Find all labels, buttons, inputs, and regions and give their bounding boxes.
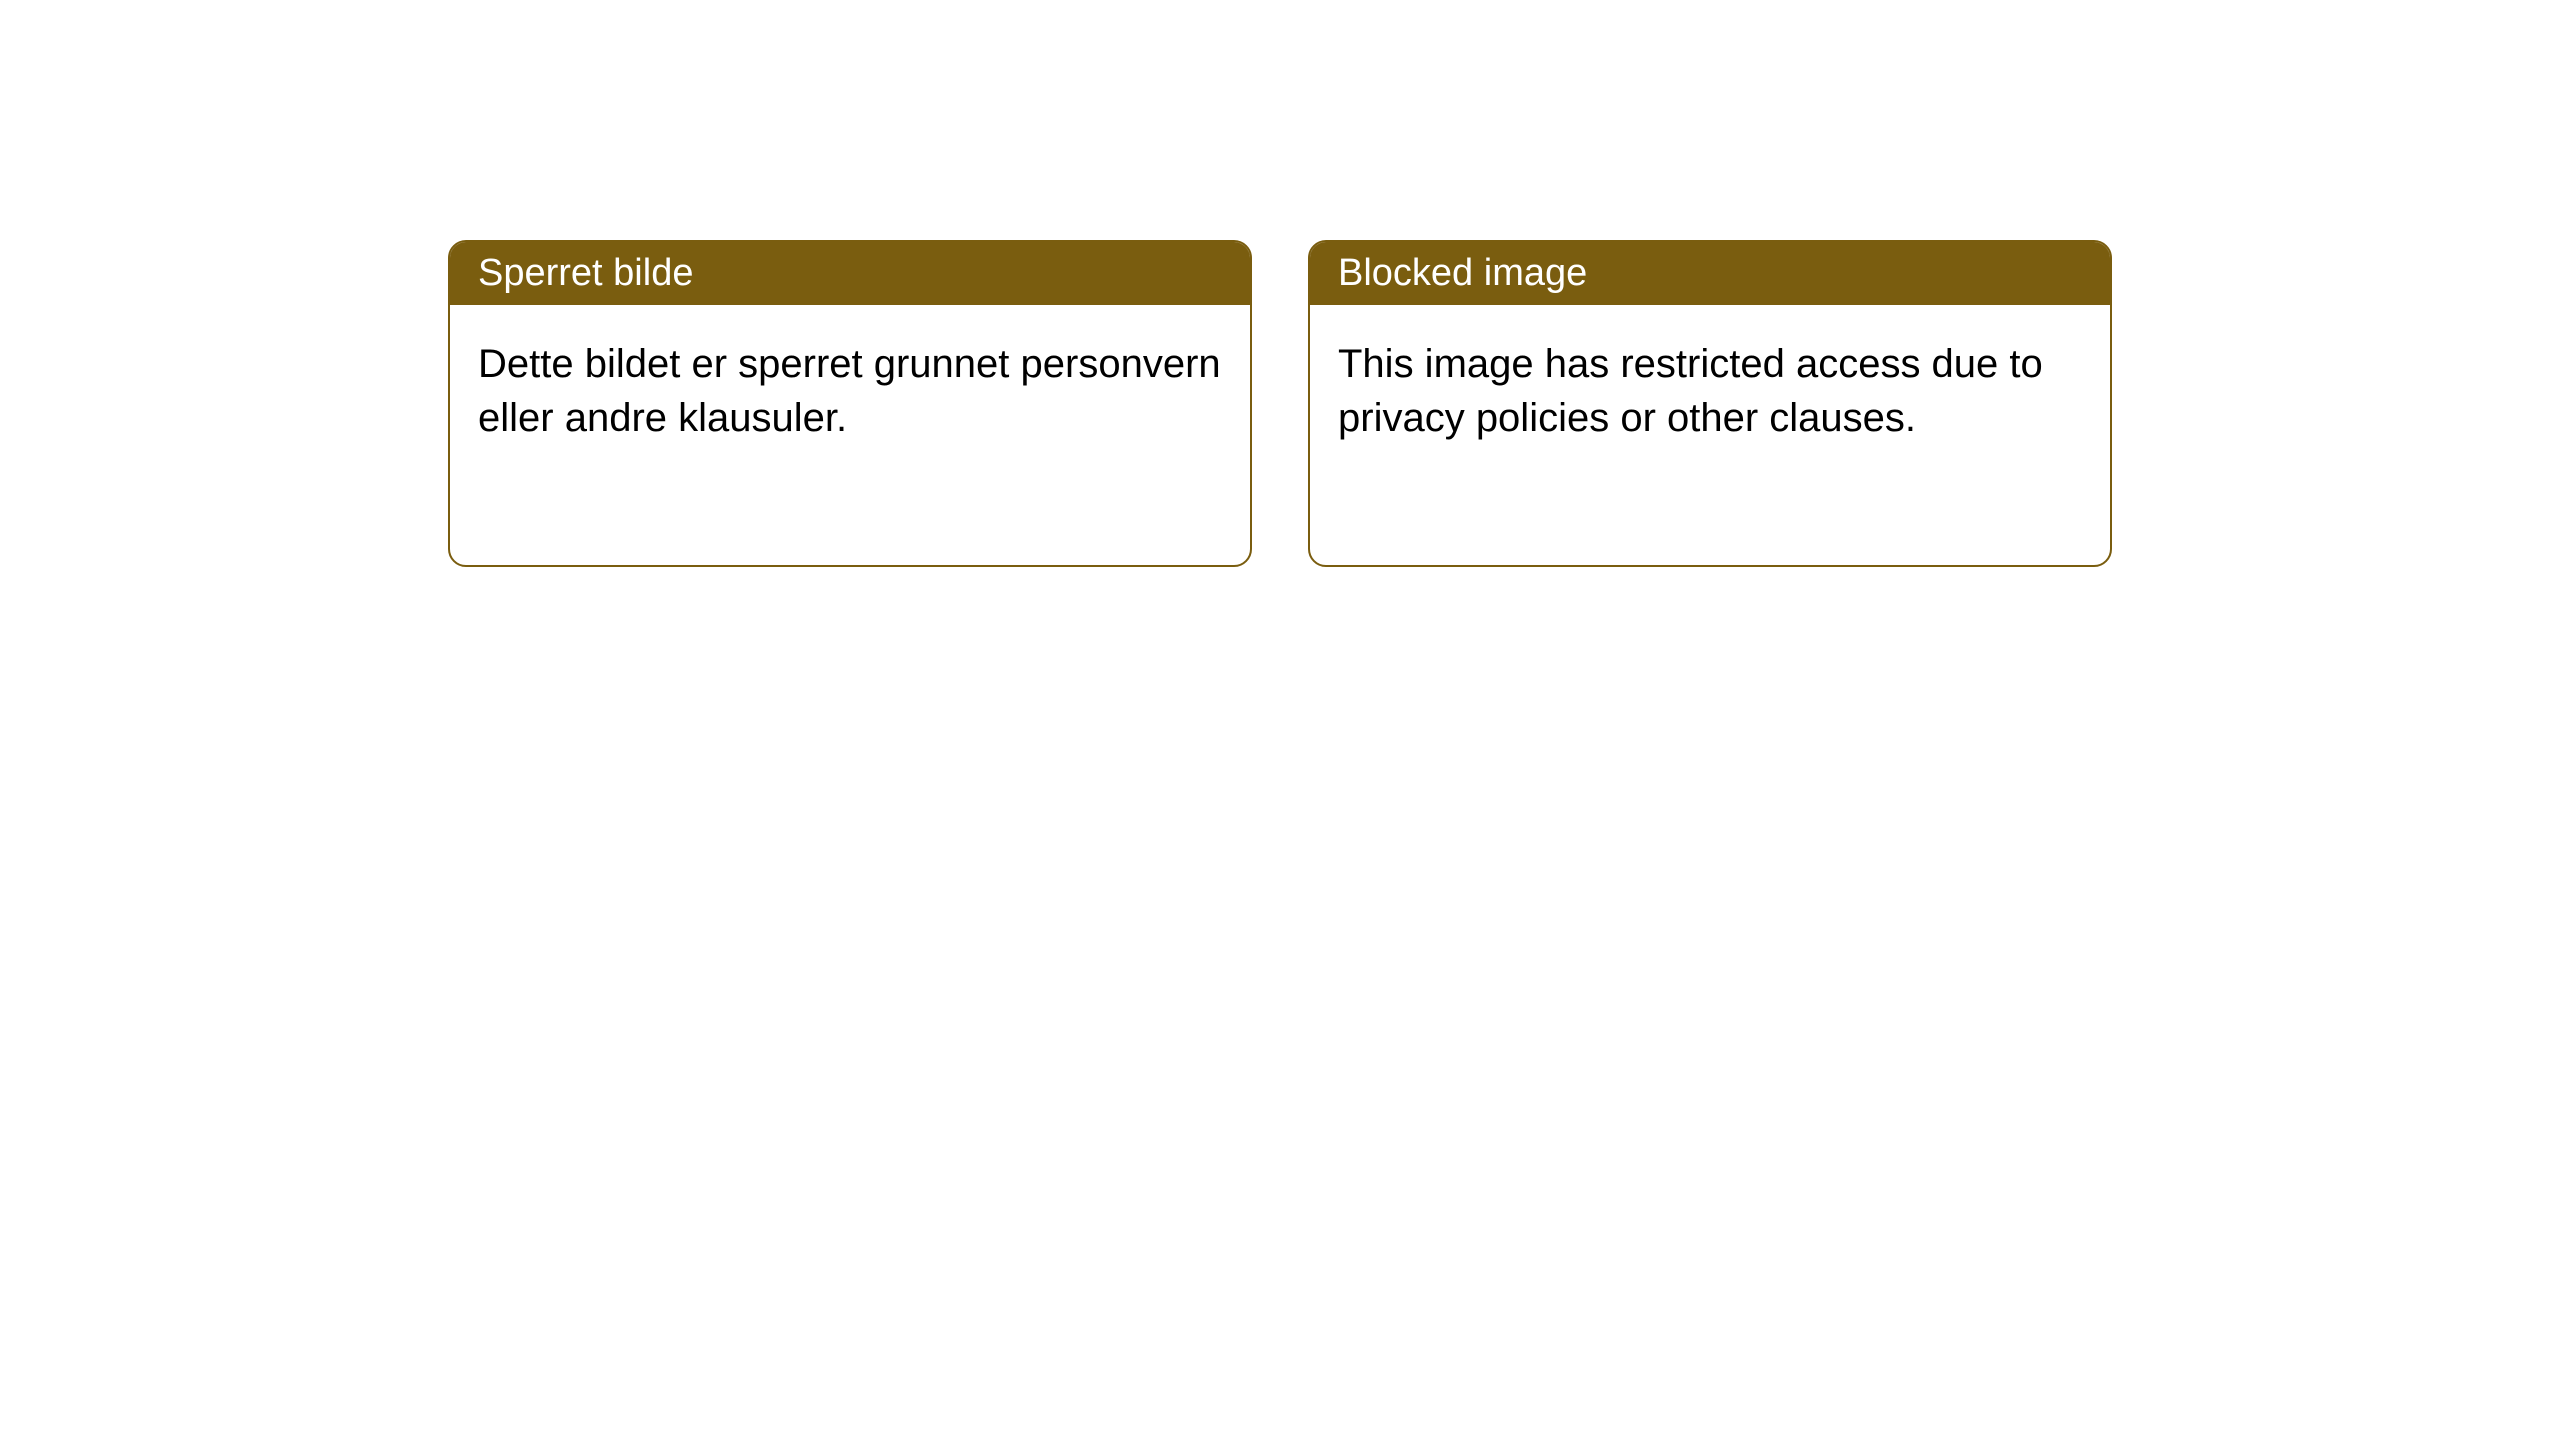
notice-card-english: Blocked image This image has restricted … bbox=[1308, 240, 2112, 567]
notice-card-norwegian: Sperret bilde Dette bildet er sperret gr… bbox=[448, 240, 1252, 567]
card-body: Dette bildet er sperret grunnet personve… bbox=[450, 305, 1250, 565]
card-header: Sperret bilde bbox=[450, 242, 1250, 305]
notice-cards-container: Sperret bilde Dette bildet er sperret gr… bbox=[448, 240, 2112, 567]
card-body-text: This image has restricted access due to … bbox=[1338, 342, 2043, 440]
card-title: Blocked image bbox=[1338, 252, 1587, 294]
card-body: This image has restricted access due to … bbox=[1310, 305, 2110, 565]
card-title: Sperret bilde bbox=[478, 252, 693, 294]
card-header: Blocked image bbox=[1310, 242, 2110, 305]
card-body-text: Dette bildet er sperret grunnet personve… bbox=[478, 342, 1221, 440]
